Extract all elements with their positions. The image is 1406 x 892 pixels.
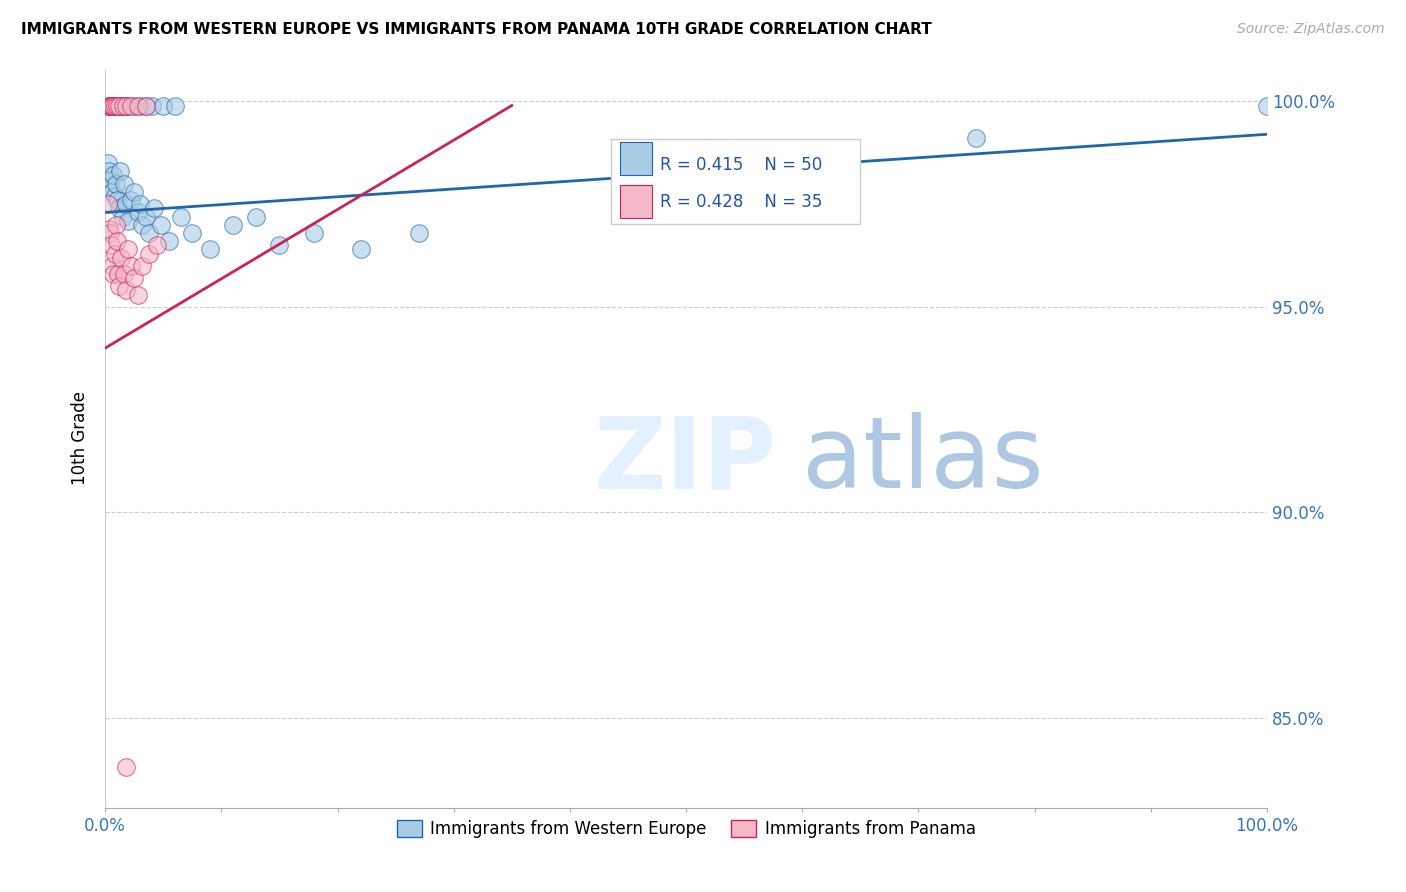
Point xyxy=(105,98,128,112)
Point xyxy=(304,226,326,240)
Point xyxy=(96,197,118,211)
Point xyxy=(122,98,145,112)
Point xyxy=(103,98,125,112)
Point xyxy=(103,267,125,281)
Point xyxy=(100,172,122,186)
Legend: Immigrants from Western Europe, Immigrants from Panama: Immigrants from Western Europe, Immigran… xyxy=(389,813,983,845)
Point xyxy=(110,98,132,112)
Point xyxy=(101,259,124,273)
Point xyxy=(122,271,145,285)
Point xyxy=(98,226,121,240)
Point xyxy=(170,210,193,224)
Point xyxy=(110,251,132,265)
Point xyxy=(103,98,125,112)
Point xyxy=(138,226,160,240)
Text: IMMIGRANTS FROM WESTERN EUROPE VS IMMIGRANTS FROM PANAMA 10TH GRADE CORRELATION : IMMIGRANTS FROM WESTERN EUROPE VS IMMIGR… xyxy=(21,22,932,37)
Point xyxy=(135,210,157,224)
Point xyxy=(104,218,127,232)
Point xyxy=(120,98,142,112)
Point xyxy=(97,164,120,178)
Point xyxy=(100,238,122,252)
Point xyxy=(149,218,172,232)
Point xyxy=(96,156,118,170)
FancyBboxPatch shape xyxy=(620,142,652,175)
Point xyxy=(146,238,169,252)
Point xyxy=(269,238,291,252)
Point xyxy=(181,226,204,240)
Point xyxy=(105,98,128,112)
Point xyxy=(101,98,124,112)
Point xyxy=(104,177,127,191)
Point xyxy=(129,197,152,211)
Point xyxy=(108,98,131,112)
Point xyxy=(131,218,153,232)
Point xyxy=(127,98,149,112)
Point xyxy=(97,222,120,236)
Point xyxy=(117,213,139,227)
Point xyxy=(103,169,125,183)
Point xyxy=(96,98,118,112)
FancyBboxPatch shape xyxy=(620,185,652,218)
Text: R = 0.415    N = 50: R = 0.415 N = 50 xyxy=(661,156,823,174)
Point xyxy=(129,98,152,112)
Point xyxy=(157,234,180,248)
Point xyxy=(198,243,221,257)
Point xyxy=(108,202,131,216)
Point xyxy=(127,287,149,301)
FancyBboxPatch shape xyxy=(610,139,860,224)
Point xyxy=(350,243,373,257)
Point xyxy=(98,180,121,194)
Point xyxy=(245,210,267,224)
Point xyxy=(143,202,166,216)
Point xyxy=(103,246,125,260)
Point xyxy=(141,98,163,112)
Text: R = 0.428    N = 35: R = 0.428 N = 35 xyxy=(661,193,823,211)
Point xyxy=(101,98,124,112)
Point xyxy=(120,193,142,207)
Point xyxy=(108,98,131,112)
Text: atlas: atlas xyxy=(803,412,1043,509)
Point xyxy=(152,98,174,112)
Point xyxy=(127,205,149,219)
Point xyxy=(135,98,157,112)
Point xyxy=(117,243,139,257)
Point xyxy=(111,210,134,224)
Point xyxy=(138,246,160,260)
Point xyxy=(1256,98,1278,112)
Point xyxy=(408,226,430,240)
Point xyxy=(115,98,138,112)
Point xyxy=(966,131,988,145)
Point xyxy=(222,218,245,232)
Text: ZIP: ZIP xyxy=(593,412,776,509)
Point xyxy=(115,98,138,112)
Point xyxy=(115,760,138,774)
Point xyxy=(112,177,135,191)
Point xyxy=(115,284,138,298)
Point xyxy=(108,279,131,293)
Text: Source: ZipAtlas.com: Source: ZipAtlas.com xyxy=(1237,22,1385,37)
Point xyxy=(103,189,125,203)
Point xyxy=(105,193,128,207)
Y-axis label: 10th Grade: 10th Grade xyxy=(72,392,89,485)
Point xyxy=(120,259,142,273)
Point xyxy=(163,98,186,112)
Point xyxy=(111,98,134,112)
Point xyxy=(117,98,139,112)
Point xyxy=(122,185,145,199)
Point xyxy=(107,267,129,281)
Point xyxy=(135,98,157,112)
Point xyxy=(103,98,125,112)
Point xyxy=(101,185,124,199)
Point xyxy=(97,98,120,112)
Point xyxy=(131,259,153,273)
Point xyxy=(110,164,132,178)
Point xyxy=(98,98,121,112)
Point xyxy=(115,197,138,211)
Point xyxy=(100,98,122,112)
Point xyxy=(112,267,135,281)
Point xyxy=(112,98,135,112)
Point xyxy=(105,234,128,248)
